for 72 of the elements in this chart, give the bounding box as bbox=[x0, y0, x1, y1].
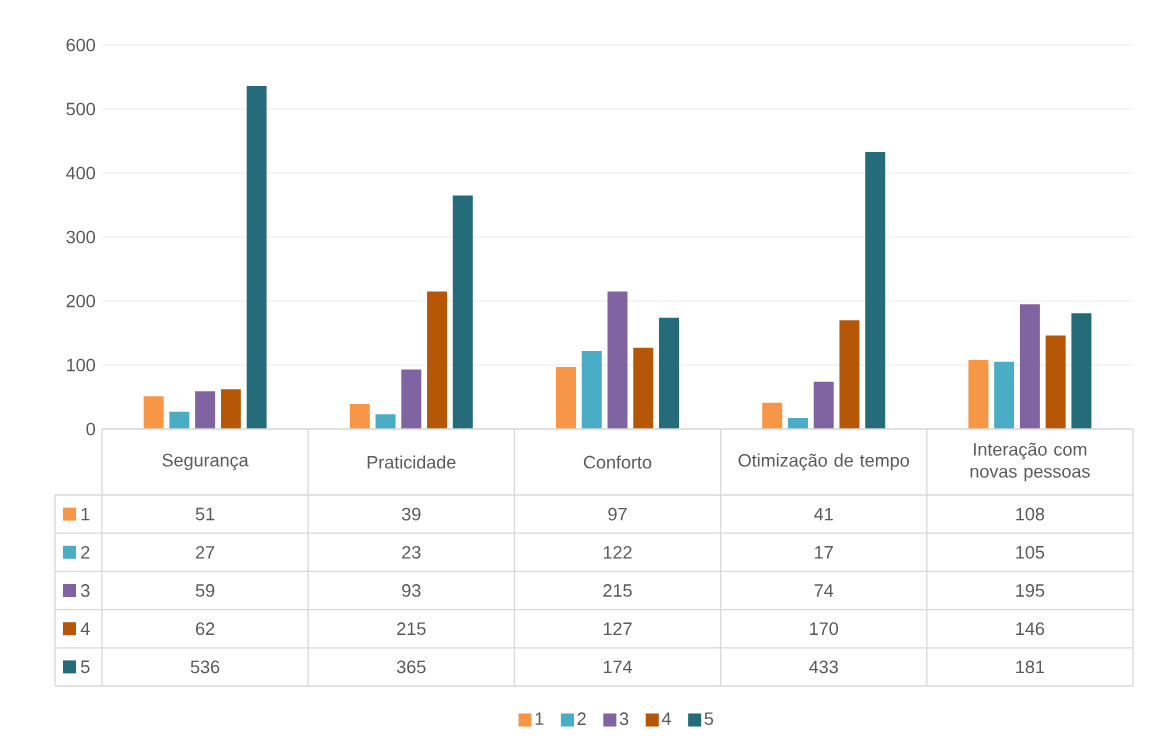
data-label: 105 bbox=[1016, 545, 1045, 559]
bar bbox=[195, 391, 216, 429]
y-tick-label: 200 bbox=[66, 294, 96, 308]
data-label: 215 bbox=[397, 622, 426, 636]
data-label: 170 bbox=[810, 622, 839, 636]
text: 3 bbox=[619, 712, 629, 726]
data-label: 74 bbox=[814, 584, 834, 597]
data-label: 127 bbox=[603, 622, 632, 635]
text: 2 bbox=[577, 712, 586, 725]
x-tick-label: Interação com novas pessoas bbox=[970, 442, 1090, 482]
legend-label: 5 bbox=[80, 660, 90, 674]
y-tick-label: 0 bbox=[86, 422, 96, 436]
bar bbox=[1071, 313, 1092, 429]
data-label: 97 bbox=[608, 507, 627, 521]
data-label: 27 bbox=[195, 546, 215, 559]
bar bbox=[169, 411, 190, 429]
bar bbox=[375, 414, 396, 429]
bar bbox=[659, 317, 679, 429]
legend-label: 4 bbox=[80, 622, 90, 635]
bar bbox=[762, 402, 783, 429]
text: 4 bbox=[661, 712, 671, 725]
y-tick-label: 600 bbox=[66, 38, 96, 52]
data-label: 39 bbox=[401, 507, 421, 521]
y-tick-label: 500 bbox=[66, 102, 96, 116]
data-label: 108 bbox=[1016, 507, 1045, 521]
y-tick-label: 400 bbox=[66, 166, 96, 180]
bar bbox=[556, 366, 577, 429]
data-label: 365 bbox=[396, 660, 426, 674]
bar bbox=[787, 418, 808, 429]
data-label: 17 bbox=[815, 546, 833, 559]
data-label: 146 bbox=[1016, 622, 1045, 636]
bar bbox=[349, 404, 370, 429]
data-label: 62 bbox=[196, 622, 215, 636]
bar bbox=[246, 85, 267, 429]
x-tick-label: Otimização de tempo bbox=[738, 453, 909, 471]
text: 1 bbox=[535, 712, 544, 725]
text: 5 bbox=[704, 712, 714, 725]
bar bbox=[633, 347, 654, 429]
bar bbox=[452, 195, 473, 429]
x-tick-label: Conforto bbox=[583, 455, 652, 469]
data-label: 122 bbox=[603, 546, 632, 559]
data-label: 93 bbox=[402, 584, 421, 597]
bar bbox=[607, 291, 628, 429]
data-label: 433 bbox=[809, 660, 838, 674]
data-label: 51 bbox=[195, 507, 215, 521]
legend-label: 2 bbox=[81, 546, 90, 559]
x-tick-label: Praticidade bbox=[367, 455, 456, 469]
bar bbox=[581, 350, 602, 429]
y-tick-label: 300 bbox=[66, 230, 96, 244]
data-label: 174 bbox=[603, 660, 632, 674]
data-label: 215 bbox=[603, 584, 632, 597]
bar bbox=[427, 291, 448, 429]
data-label: 195 bbox=[1016, 584, 1045, 597]
data-label: 23 bbox=[402, 545, 421, 559]
bar bbox=[1019, 304, 1040, 429]
legend-label: 3 bbox=[80, 584, 90, 597]
legend-label: 1 bbox=[81, 507, 90, 521]
bar bbox=[839, 320, 860, 429]
bar bbox=[1045, 335, 1066, 429]
bar bbox=[994, 361, 1015, 429]
data-label: 59 bbox=[195, 584, 215, 597]
data-label: 536 bbox=[190, 660, 220, 674]
bar bbox=[968, 359, 989, 429]
y-tick-label: 100 bbox=[67, 358, 96, 372]
bar bbox=[143, 396, 164, 429]
bar bbox=[813, 381, 834, 429]
data-label: 181 bbox=[1016, 660, 1045, 674]
x-tick-label: Segurança bbox=[162, 453, 249, 471]
bar bbox=[401, 369, 422, 429]
bar bbox=[865, 151, 886, 429]
bar bbox=[220, 389, 241, 429]
data-label: 41 bbox=[814, 507, 833, 521]
